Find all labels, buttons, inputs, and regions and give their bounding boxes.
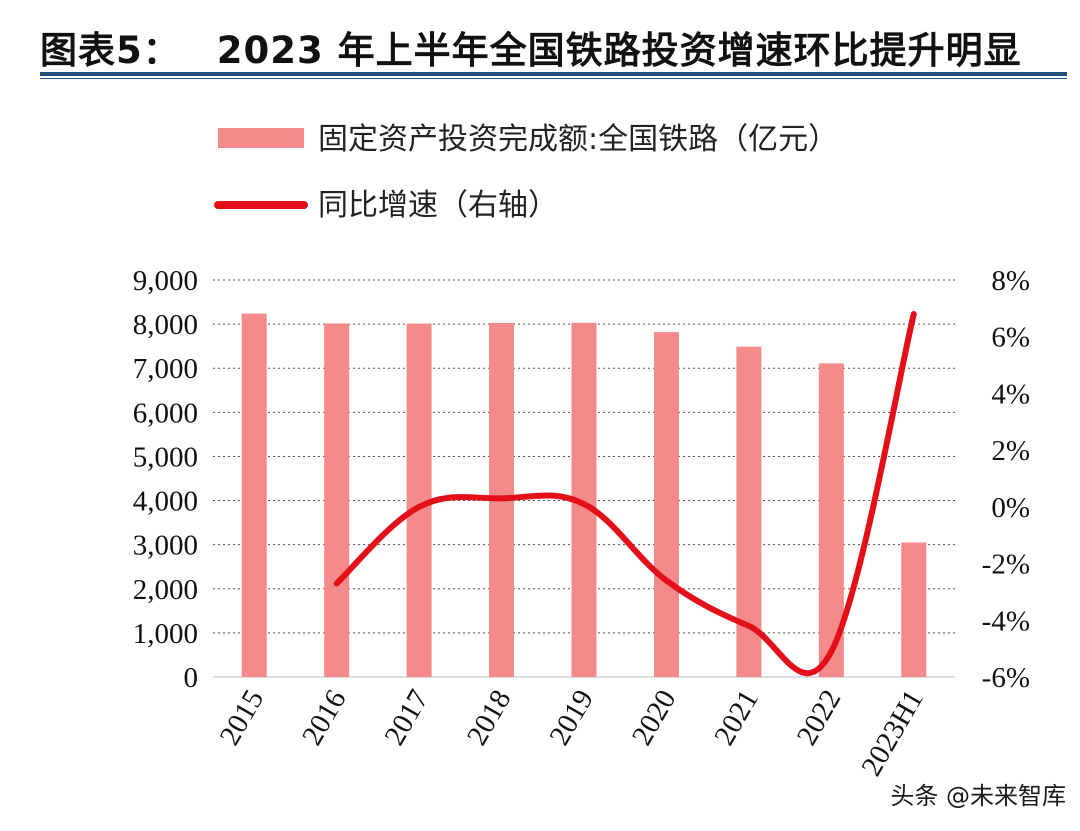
legend-bar-swatch: [218, 128, 304, 148]
x-tick-label: 2023H1: [855, 685, 929, 782]
x-tick-labels: 2015 2016 2017 2018 2019 2020 2021 2022 2023H1: [214, 685, 930, 782]
bar-2023H1: [901, 542, 927, 677]
x-tick-label: 2020: [626, 685, 683, 751]
figure-title: 图表5： 2023 年上半年全国铁路投资增速环比提升明显: [40, 20, 1022, 74]
title-rule-thick: [40, 72, 1067, 76]
bar-2016: [324, 323, 350, 677]
title-rule-thin: [40, 78, 1067, 79]
legend-bar-label: 固定资产投资完成额:全国铁路（亿元）: [318, 122, 838, 157]
growth-line: [333, 311, 917, 677]
bar-2015: [241, 313, 267, 677]
x-tick-label: 2018: [461, 685, 518, 751]
legend: 固定资产投资完成额:全国铁路（亿元） 同比增速（右轴）: [214, 122, 838, 223]
y-left-tick-label: 1,000: [133, 618, 198, 650]
bar-series: [241, 313, 927, 677]
x-tick-label: 2015: [214, 685, 271, 751]
y-left-tick-label: 5,000: [133, 441, 198, 473]
figure-title-text: 2023 年上半年全国铁路投资增速环比提升明显: [216, 29, 1022, 72]
x-tick-label: 2022: [791, 685, 848, 751]
y-right-tick-label: 6%: [991, 322, 1030, 354]
y-right-tick-label: 0%: [991, 492, 1030, 524]
y-left-tick-label: 0: [184, 662, 199, 694]
x-tick-label: 2019: [543, 685, 600, 751]
y-left-tick-label: 7,000: [133, 353, 198, 385]
y-right-tick-label: -2%: [982, 549, 1030, 581]
y-right-tick-label: 8%: [991, 265, 1030, 297]
y-left-tick-label: 3,000: [133, 530, 198, 562]
legend-line-label: 同比增速（右轴）: [318, 188, 558, 223]
figure-label: 图表5：: [40, 29, 181, 72]
x-tick-label: 2016: [296, 685, 353, 751]
y-left-tick-label: 9,000: [133, 265, 198, 297]
line-series: [333, 311, 917, 677]
bar-2020: [653, 332, 679, 677]
y-right-tick-label: -6%: [982, 662, 1030, 694]
x-tick-label: 2017: [378, 685, 435, 751]
y-right-tick-labels: -6% -4% -2% 0% 2% 4% 6% 8%: [982, 265, 1030, 694]
y-left-tick-label: 8,000: [133, 309, 198, 341]
y-right-tick-label: 4%: [991, 378, 1030, 410]
y-left-tick-label: 2,000: [133, 574, 198, 606]
watermark: 头条 @未来智库: [890, 782, 1066, 810]
y-right-tick-label: -4%: [982, 605, 1030, 637]
y-left-tick-label: 4,000: [133, 486, 198, 518]
y-left-tick-label: 6,000: [133, 397, 198, 429]
y-right-tick-label: 2%: [991, 435, 1030, 467]
y-left-tick-labels: 0 1,000 2,000 3,000 4,000 5,000 6,000 7,000 8,00…: [133, 265, 198, 694]
x-tick-label: 2021: [708, 685, 765, 751]
